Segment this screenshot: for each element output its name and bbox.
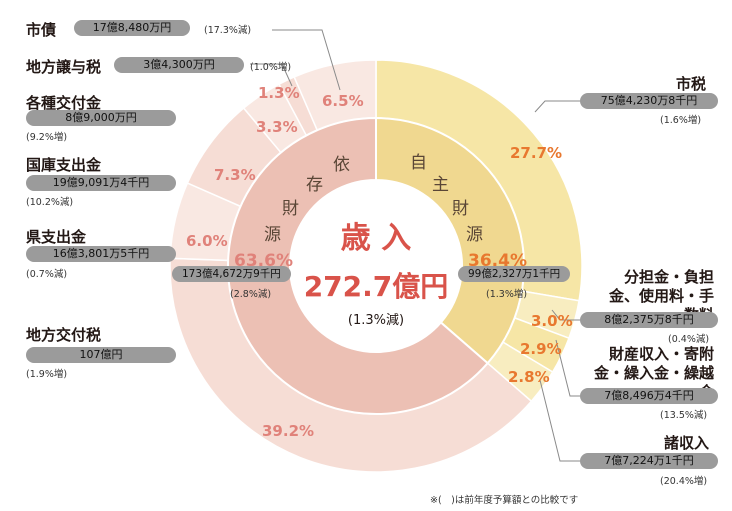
amount-fees: 8億2,375万8千円 [580, 312, 718, 328]
change-pref-disbursement: (0.7%減) [26, 269, 68, 280]
percent-transfer-tax: 1.3% [258, 84, 300, 102]
outer-ring [169, 59, 583, 473]
center-change: (1.3%減) [348, 312, 404, 328]
leader-city-tax [534, 100, 580, 113]
dep-char-2: 存 [306, 175, 323, 195]
percent-city-tax: 27.7% [510, 144, 562, 162]
self-change: (1.3%増) [486, 289, 528, 300]
leader-misc [539, 379, 580, 462]
leader-fees [551, 309, 580, 321]
percent-bonds: 6.5% [322, 92, 364, 110]
change-bonds: (17.3%減) [204, 25, 252, 36]
amount-city-tax: 75億4,230万8千円 [580, 93, 718, 109]
self-char-2: 主 [432, 175, 449, 195]
dep-char-4: 源 [264, 225, 281, 245]
leader-bonds [272, 29, 341, 91]
change-local-allocation: (1.9%増) [26, 369, 68, 380]
percent-pref-disbursement: 6.0% [186, 232, 228, 250]
change-property: (13.5%減) [660, 410, 708, 421]
amount-pref-disbursement: 16億3,801万5千円 [26, 246, 176, 262]
dependent-change: (2.8%減) [230, 289, 272, 300]
self-char-4: 源 [466, 225, 483, 245]
inner-ring [227, 116, 525, 415]
change-city-tax: (1.6%増) [660, 115, 702, 126]
label-grants: 各種交付金 [26, 94, 102, 112]
change-grants: (9.2%増) [26, 132, 68, 143]
change-national-disbursement: (10.2%減) [26, 197, 74, 208]
center-total: 272.7億円 [304, 270, 449, 303]
amount-bonds: 17億8,480万円 [74, 20, 190, 36]
label-property: 財産収入・寄附金・繰入金・繰越金 [593, 345, 714, 401]
center-title: 歳 入 [341, 221, 411, 256]
self-char-3: 財 [452, 199, 469, 219]
segment-self-sources [375, 116, 525, 365]
change-misc: (20.4%増) [660, 476, 708, 487]
amount-grants: 8億9,000万円 [26, 110, 176, 126]
percent-grants: 3.3% [256, 118, 298, 136]
label-local-allocation: 地方交付税 [26, 326, 102, 344]
label-fees: 分担金・負担金、使用料・手数料 [608, 268, 714, 324]
footnote: ※( )は前年度予算額との比較です [430, 495, 579, 506]
self-char-1: 自 [410, 153, 427, 173]
percent-fees: 3.0% [531, 312, 573, 330]
dep-char-1: 依 [333, 155, 350, 175]
percent-national-disbursement: 7.3% [214, 166, 256, 184]
change-transfer-tax: (1.0%増) [250, 62, 292, 73]
amount-national-disbursement: 19億9,091万4千円 [26, 175, 176, 191]
change-fees: (0.4%減) [668, 334, 710, 345]
percent-property: 2.9% [520, 340, 562, 358]
center-hole [290, 180, 462, 352]
leader-lines [250, 29, 580, 462]
label-city-tax: 市税 [676, 75, 707, 93]
label-transfer-tax: 地方譲与税 [26, 58, 102, 76]
percent-labels: 27.7% 3.0% 2.9% 2.8% 39.2% 6.0% 7.3% 3.3% 1.3% 6.… [186, 84, 573, 440]
leader-transfer-tax [250, 63, 293, 87]
label-national-disbursement: 国庫支出金 [26, 156, 102, 174]
amount-transfer-tax: 3億4,300万円 [114, 57, 244, 73]
self-amount: 99億2,327万1千円 [458, 266, 571, 282]
amount-misc: 7億7,224万1千円 [580, 453, 718, 469]
leader-property [555, 339, 580, 397]
label-pref-disbursement: 県支出金 [26, 228, 87, 246]
percent-misc: 2.8% [508, 368, 550, 386]
label-bonds: 市債 [26, 21, 57, 39]
amount-property: 7億8,496万4千円 [580, 388, 718, 404]
dep-char-3: 財 [282, 199, 299, 219]
percent-local-allocation: 39.2% [262, 422, 314, 440]
label-misc: 諸収入 [664, 434, 710, 452]
amount-local-allocation: 107億円 [26, 347, 176, 363]
dependent-amount: 173億4,672万9千円 [172, 266, 291, 282]
